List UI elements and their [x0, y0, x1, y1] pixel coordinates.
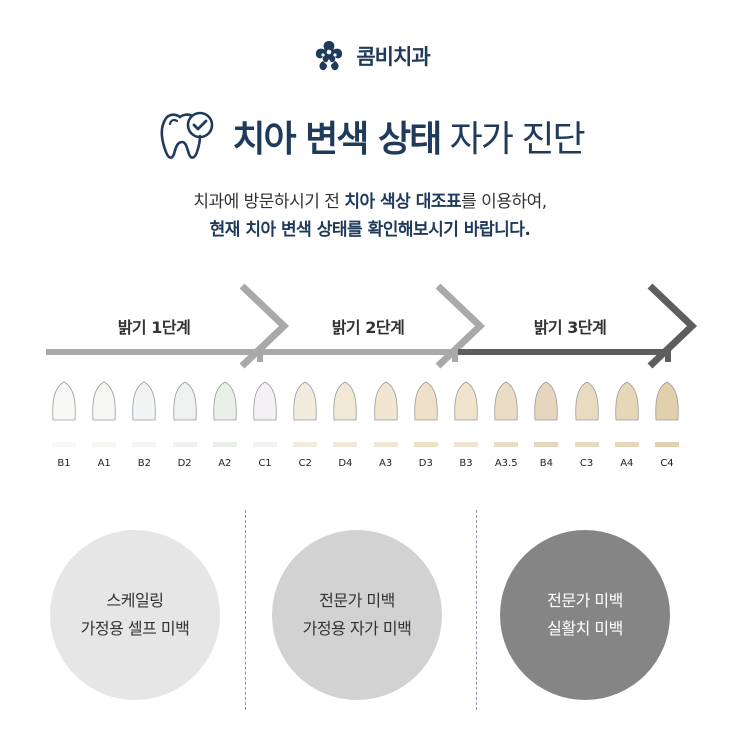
- method-circle-2: 전문가 미백 가정용 자가 미백: [272, 530, 442, 700]
- stage-label-2: 밝기 2단계: [331, 318, 405, 337]
- shade-swatch-14: [614, 442, 639, 447]
- shade-code-label: D4: [338, 458, 353, 469]
- shade-swatch-13: [574, 442, 599, 447]
- shade-swatch-0: [52, 442, 76, 447]
- shade-code-label: C1: [258, 458, 272, 469]
- title-light: 자가 진단: [449, 119, 586, 160]
- shade-code-label: D2: [177, 458, 192, 469]
- method-2-line-2: 가정용 자가 미백: [302, 619, 412, 638]
- shade-swatch-3: [172, 442, 197, 447]
- method-2-line-1: 전문가 미백: [319, 591, 395, 610]
- shade-code-label: B2: [137, 458, 151, 469]
- tooth-shade-12: [534, 381, 559, 421]
- method-circle-3: 전문가 미백 실활치 미백: [500, 530, 670, 700]
- tooth-shade-8: [373, 381, 398, 421]
- shade-swatch-11: [494, 442, 519, 447]
- method-1-line-1: 스케일링: [106, 591, 164, 610]
- tooth-shade-15: [655, 381, 679, 421]
- stage-label-1: 밝기 1단계: [117, 318, 191, 337]
- tooth-shade-1: [92, 381, 116, 421]
- stage-1-arrowhead: [239, 283, 290, 369]
- description-line-1: 치과에 방문하시기 전 치아 색상 대조표를 이용하여,: [193, 192, 547, 212]
- clover-logo-icon: [316, 41, 343, 71]
- stage-label-3: 밝기 3단계: [533, 318, 607, 337]
- shade-code-label: A3: [378, 458, 393, 469]
- shade-swatch-12: [534, 442, 559, 447]
- shade-swatch-10: [454, 442, 478, 447]
- tooth-shade-10: [454, 381, 478, 421]
- tooth-shade-3: [172, 381, 197, 421]
- tooth-shade-2: [132, 381, 157, 421]
- page-title: 치아 변색 상태 자가 진단: [0, 108, 740, 164]
- shade-code-label: B1: [57, 458, 71, 469]
- stage-3-arrow: [458, 349, 671, 362]
- shade-code-label: A1: [97, 458, 111, 469]
- shade-code-label: C4: [660, 458, 674, 469]
- shade-code-label: B3: [459, 458, 473, 469]
- tooth-shade-6: [293, 381, 317, 421]
- title-bold: 치아 변색 상태: [232, 119, 442, 160]
- shade-code-label: D3: [418, 458, 433, 469]
- stage-3-arrowhead: [647, 283, 698, 369]
- tooth-shade-4: [213, 381, 237, 421]
- shade-swatch-8: [373, 442, 398, 447]
- shade-code-label: A3.5: [494, 458, 518, 469]
- stage-2-arrow: [262, 349, 458, 362]
- method-1-line-2: 가정용 셀프 미백: [80, 619, 190, 638]
- tooth-shade-11: [494, 381, 518, 421]
- shade-swatch-6: [293, 442, 318, 447]
- tooth-shade-0: [52, 381, 76, 421]
- tooth-shade-5: [253, 381, 277, 421]
- shade-swatch-1: [92, 442, 117, 447]
- stage-1-arrow: [46, 349, 263, 362]
- tooth-shade-9: [414, 381, 438, 421]
- shade-code-label: A4: [620, 458, 634, 469]
- method-3-line-2: 실활치 미백: [547, 619, 623, 638]
- tooth-shade-14: [615, 381, 639, 421]
- shade-swatch-15: [655, 442, 679, 447]
- shade-code-label: B4: [539, 458, 553, 469]
- shade-swatch-5: [253, 442, 277, 447]
- shade-swatch-2: [132, 442, 157, 447]
- shade-code-label: A2: [218, 458, 232, 469]
- tooth-shade-13: [574, 381, 599, 421]
- shade-code-label: C2: [298, 458, 312, 469]
- column-divider: [476, 510, 477, 710]
- tooth-shade-7: [333, 381, 358, 421]
- shade-swatch-9: [413, 442, 438, 447]
- description: 치과에 방문하시기 전 치아 색상 대조표를 이용하여, 현재 치아 변색 상태…: [0, 188, 740, 244]
- shade-swatch-4: [212, 442, 237, 447]
- tooth-check-icon: [160, 111, 214, 159]
- description-line-2: 현재 치아 변색 상태를 확인해보시기 바랍니다.: [209, 220, 531, 240]
- method-3-line-1: 전문가 미백: [547, 591, 623, 610]
- column-divider: [245, 510, 246, 710]
- clinic-logo: 콤비치과: [0, 36, 740, 76]
- method-circle-1: 스케일링 가정용 셀프 미백: [50, 530, 220, 700]
- shade-swatch-7: [333, 442, 358, 447]
- shade-code-label: C3: [579, 458, 594, 469]
- brightness-stage-arrows: [46, 283, 698, 369]
- logo-text: 콤비치과: [356, 45, 430, 69]
- stage-2-arrowhead: [435, 283, 486, 369]
